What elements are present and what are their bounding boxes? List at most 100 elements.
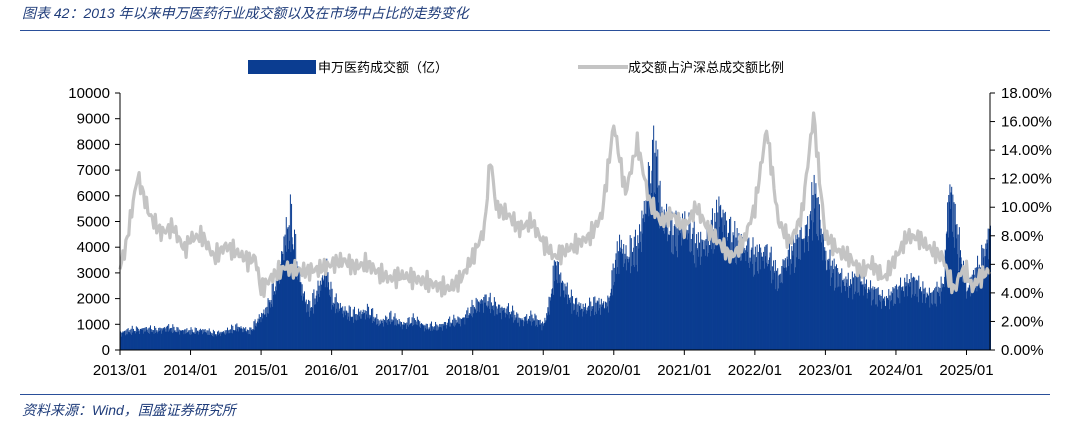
volume-bar — [405, 328, 407, 350]
volume-bar — [908, 279, 910, 350]
volume-bar — [495, 301, 497, 350]
volume-bar — [709, 245, 710, 350]
volume-bar — [294, 229, 295, 350]
volume-bar — [576, 297, 578, 350]
volume-bar — [968, 288, 970, 350]
volume-bar — [275, 286, 277, 350]
volume-bar — [304, 303, 306, 350]
volume-bar — [707, 230, 709, 350]
volume-bar — [355, 314, 357, 350]
volume-bar — [670, 252, 672, 350]
volume-bar — [506, 306, 508, 350]
volume-bar — [161, 328, 163, 350]
volume-bar — [824, 247, 826, 350]
volume-bar — [626, 270, 628, 350]
volume-bar — [639, 241, 641, 350]
volume-bar — [479, 300, 481, 350]
volume-bar — [557, 283, 559, 350]
volume-bar — [378, 326, 380, 350]
volume-bar — [399, 321, 401, 350]
volume-bar — [934, 303, 936, 350]
volume-bar — [209, 331, 211, 350]
volume-bar — [876, 288, 878, 350]
volume-bar — [903, 291, 904, 350]
volume-bar — [741, 260, 743, 350]
volume-bar — [247, 334, 249, 350]
volume-bar — [630, 238, 632, 350]
volume-bar — [295, 267, 297, 350]
volume-bar — [661, 211, 663, 350]
volume-bar — [214, 334, 216, 350]
volume-bar — [352, 316, 354, 350]
volume-bar — [642, 218, 644, 350]
volume-bar — [385, 315, 387, 350]
volume-bar — [473, 306, 475, 350]
volume-bar — [937, 291, 939, 350]
volume-bar — [786, 270, 788, 350]
volume-bar — [226, 327, 228, 350]
volume-bar — [232, 325, 234, 350]
volume-bar — [388, 318, 390, 350]
volume-bar — [199, 331, 201, 350]
volume-bar — [761, 256, 763, 350]
volume-bar — [403, 325, 405, 350]
volume-bar — [793, 232, 795, 350]
volume-bar — [603, 307, 605, 350]
volume-bar — [694, 263, 696, 350]
volume-bar — [587, 310, 589, 350]
volume-bar — [321, 277, 323, 350]
volume-bar — [350, 316, 352, 350]
left-tick-label: 7000 — [77, 162, 110, 179]
volume-bar — [692, 227, 694, 350]
volume-bar — [861, 284, 863, 350]
volume-bar — [202, 332, 204, 350]
volume-bar — [125, 330, 127, 350]
volume-bar — [282, 260, 284, 350]
volume-bar — [854, 291, 856, 350]
volume-bar — [564, 294, 566, 350]
volume-bar — [324, 287, 326, 350]
volume-bar — [768, 257, 770, 350]
volume-bar — [308, 316, 310, 350]
volume-bar — [201, 329, 203, 350]
volume-bar — [845, 276, 847, 350]
volume-bar — [583, 306, 585, 350]
x-tick-label: 2025/01 — [939, 362, 993, 379]
volume-bar — [788, 266, 790, 350]
volume-bar — [275, 273, 277, 350]
volume-bar — [560, 282, 562, 350]
volume-bar — [573, 309, 575, 350]
volume-bar — [699, 264, 701, 350]
volume-bar — [335, 313, 337, 350]
volume-bar — [398, 324, 400, 350]
volume-bar — [754, 246, 756, 350]
volume-bar — [468, 315, 470, 350]
volume-bar — [821, 242, 823, 350]
volume-bar — [941, 283, 943, 350]
volume-bar — [358, 308, 360, 350]
volume-bar — [190, 327, 192, 350]
volume-bar — [571, 313, 573, 350]
volume-bar — [612, 263, 614, 350]
volume-bar — [548, 296, 550, 350]
volume-bar — [965, 278, 967, 350]
volume-bar — [470, 306, 472, 350]
volume-bar — [589, 297, 591, 350]
volume-bar — [689, 216, 691, 350]
volume-bar — [354, 319, 356, 350]
volume-bar — [211, 333, 213, 350]
volume-bar — [636, 271, 638, 350]
volume-bar — [361, 318, 362, 350]
volume-bar — [987, 243, 989, 350]
volume-bar — [444, 325, 446, 350]
volume-bar — [982, 257, 984, 350]
volume-bar — [893, 305, 894, 350]
volume-bar — [337, 312, 339, 350]
volume-bar — [882, 300, 884, 350]
volume-bar — [696, 234, 698, 350]
volume-bar — [504, 312, 506, 350]
volume-bar — [134, 331, 136, 350]
volume-bar — [347, 312, 349, 350]
volume-bar — [866, 298, 868, 350]
volume-bar — [313, 304, 315, 350]
